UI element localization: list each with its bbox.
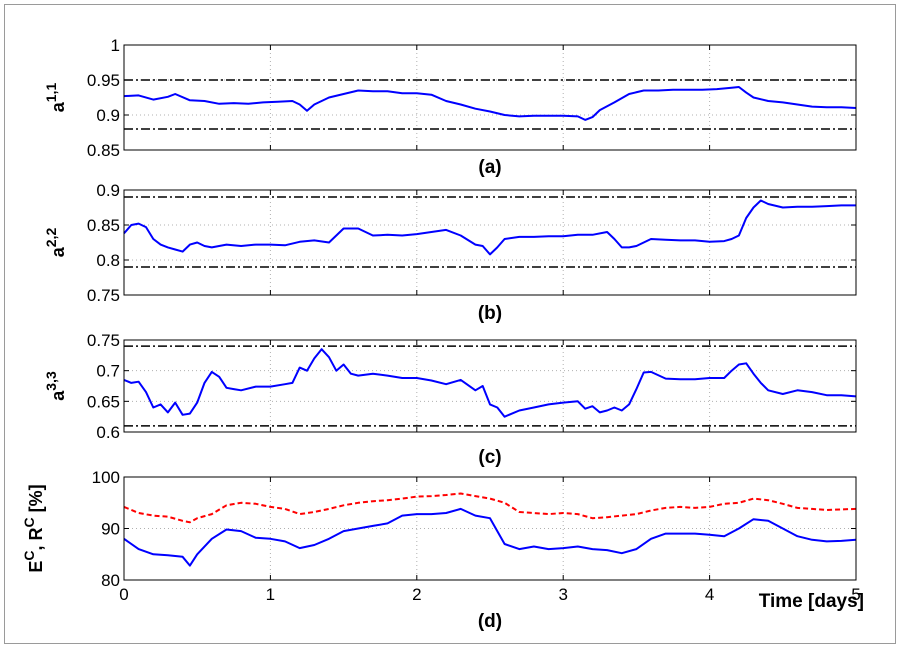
chart-panel-2: 0.75 0.8 0.85 0.9 a2,2 (b) <box>43 181 857 324</box>
y-axis-label: a3,3 <box>43 371 68 401</box>
panel-label: (b) <box>478 303 502 324</box>
panel-background <box>124 340 856 432</box>
y-tick-label: 0.7 <box>96 362 120 381</box>
panel-background <box>124 477 856 580</box>
x-tick-label: 2 <box>412 585 421 604</box>
series-line-1 <box>123 348 857 418</box>
chart-panel-4: 80 90 100 EC, RC [%] (d) <box>21 468 857 632</box>
y-tick-label: 0.9 <box>96 181 120 200</box>
y-axis-label: EC, RC [%] <box>21 484 46 572</box>
x-tick-label: 1 <box>266 585 275 604</box>
x-axis-label: Time [days] <box>759 591 864 612</box>
panel-background <box>124 190 856 295</box>
y-tick-label: 0.8 <box>96 251 120 270</box>
y-tick-label: 0.9 <box>96 106 120 125</box>
axes-box <box>123 44 857 151</box>
panel-label: (a) <box>478 157 501 178</box>
y-tick-label: 1 <box>111 36 120 55</box>
y-tick-label: 0.6 <box>96 423 120 442</box>
y-tick-label: 0.75 <box>87 331 120 350</box>
series-line-1 <box>123 199 856 256</box>
y-tick-label: 0.75 <box>87 286 120 305</box>
figure-frame <box>4 4 896 644</box>
chart-panel-3: 0.6 0.65 0.7 0.75 a3,3 (c) <box>43 331 857 468</box>
y-tick-label: 90 <box>101 520 120 539</box>
series-line-2 <box>123 507 857 567</box>
series-line-1 <box>123 86 857 121</box>
axes-box <box>123 339 857 433</box>
chart-panel-1: 0.85 0.9 0.95 1 a1,1 (a) <box>43 36 857 178</box>
x-tick-label: 4 <box>705 585 714 604</box>
panel-background <box>124 45 856 150</box>
y-tick-label: 100 <box>92 468 120 487</box>
y-tick-label: 0.85 <box>87 216 120 235</box>
x-tick-label: 3 <box>558 585 567 604</box>
axes-box <box>123 189 857 296</box>
panel-label: (c) <box>478 447 501 468</box>
series-line-1 <box>123 492 857 524</box>
y-tick-label: 0.85 <box>87 141 120 160</box>
x-tick-label: 0 <box>119 585 128 604</box>
y-tick-label: 0.95 <box>87 71 120 90</box>
y-tick-label: 80 <box>101 571 120 590</box>
y-tick-label: 0.65 <box>87 392 120 411</box>
y-axis-label: a1,1 <box>43 83 68 113</box>
x-tick-label: 5 <box>851 585 860 604</box>
y-axis-label: a2,2 <box>43 228 68 258</box>
panel-label: (d) <box>478 611 502 632</box>
